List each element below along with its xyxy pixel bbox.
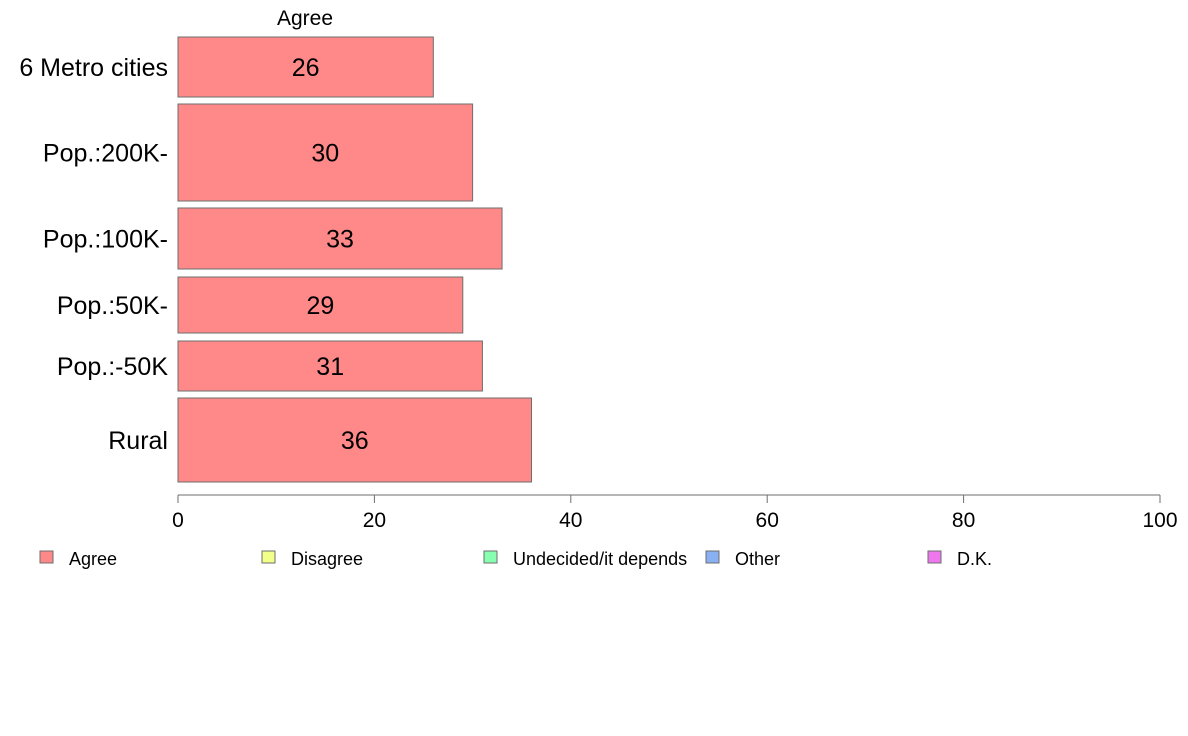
category-label: Pop.:-50K	[57, 353, 169, 381]
legend-label: D.K.	[957, 549, 992, 569]
data-label: 30	[311, 140, 339, 168]
category-label: Rural	[108, 427, 168, 455]
legend-swatch	[39, 550, 54, 564]
data-label: 31	[316, 353, 344, 381]
bar	[177, 397, 533, 483]
bar	[177, 340, 483, 392]
bar	[177, 276, 464, 334]
x-tick-label: 40	[559, 509, 582, 532]
x-axis: 0 20 40 60 80 100	[172, 494, 1178, 532]
category-label: Pop.:100K-	[43, 226, 168, 254]
legend-swatch	[261, 550, 276, 564]
panel-title: Agree	[277, 7, 333, 30]
x-tick-label: 100	[1142, 509, 1177, 532]
x-tick-label: 80	[952, 509, 975, 532]
data-label: 36	[341, 427, 369, 455]
bars-group: 6 Metro cities 26 Pop.:200K- 30 Pop.:100K- 33…	[19, 36, 533, 483]
category-label: 6 Metro cities	[19, 54, 168, 82]
category-label: Pop.:200K-	[43, 140, 168, 168]
x-tick-label: 0	[172, 509, 184, 532]
legend-label: Other	[735, 549, 780, 569]
x-tick-label: 60	[756, 509, 779, 532]
data-label: 33	[326, 226, 354, 254]
legend-swatch	[483, 550, 498, 564]
x-tick-label: 20	[363, 509, 386, 532]
legend-label: Agree	[69, 549, 117, 569]
category-label: Pop.:50K-	[57, 292, 168, 320]
data-label: 26	[292, 54, 320, 82]
legend-swatch	[705, 550, 720, 564]
legend-label: Disagree	[291, 549, 363, 569]
bar	[177, 103, 474, 202]
legend-label: Undecided/it depends	[513, 549, 687, 569]
legend: Agree Disagree Undecided/it depends Other D.…	[39, 549, 992, 569]
data-label: 29	[306, 292, 334, 320]
bar	[177, 207, 503, 270]
legend-swatch	[927, 550, 942, 564]
bar	[177, 36, 434, 98]
